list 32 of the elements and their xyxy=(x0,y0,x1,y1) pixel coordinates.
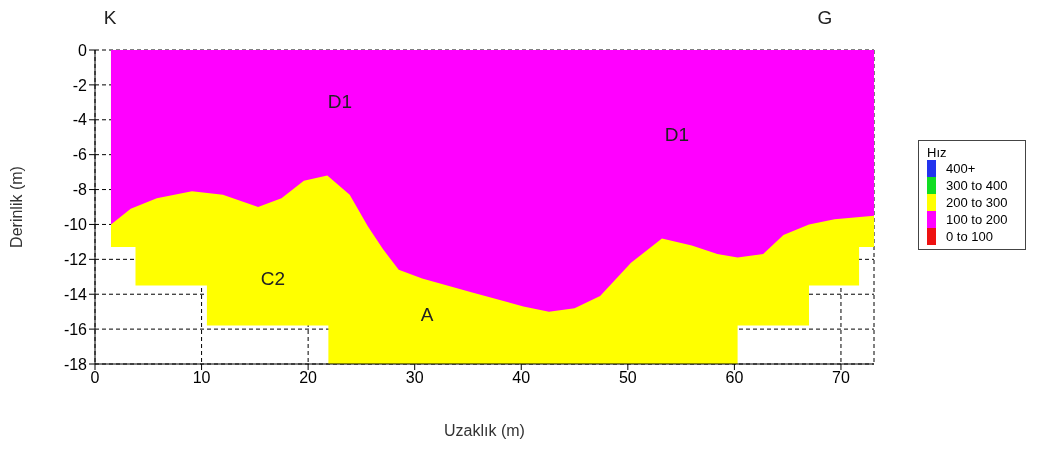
text: K xyxy=(103,7,117,29)
annotation: C2 xyxy=(260,268,286,290)
y-tick-label: -18 xyxy=(63,355,88,373)
x-tick-label: 70 xyxy=(832,369,850,387)
legend-label: 300 to 400 xyxy=(946,178,1008,193)
y-tick-label: -10 xyxy=(63,216,88,234)
y-tick-label: -14 xyxy=(63,285,88,303)
annotation: D1 xyxy=(327,91,353,113)
y-tick-label: -12 xyxy=(63,251,88,269)
y-tick-label: -16 xyxy=(63,320,88,338)
y-tick-label: 0 xyxy=(78,41,88,59)
annotation: D1 xyxy=(664,124,690,146)
x-tick-label: 0 xyxy=(90,369,100,387)
annotation: A xyxy=(420,304,434,326)
x-tick-label: 30 xyxy=(405,369,424,387)
legend-label: 0 to 100 xyxy=(946,229,993,244)
legend-label: 400+ xyxy=(946,161,976,176)
y-tick-label: -4 xyxy=(72,111,88,129)
x-axis-title: Uzaklık (m) xyxy=(444,422,525,439)
legend-label: 200 to 300 xyxy=(946,195,1008,210)
x-tick-label: 50 xyxy=(618,369,637,387)
y-axis-title: Derinlik (m) xyxy=(7,166,25,248)
legend-title: Hız xyxy=(927,145,948,160)
text: G xyxy=(817,7,833,29)
y-tick-label: -6 xyxy=(72,146,88,164)
y-tick-label: -8 xyxy=(72,181,88,199)
x-tick-label: 60 xyxy=(725,369,744,387)
y-tick-label: -2 xyxy=(72,76,88,94)
x-tick-label: 10 xyxy=(192,369,211,387)
legend-label: 100 to 200 xyxy=(946,212,1008,227)
x-tick-label: 20 xyxy=(299,369,318,387)
x-tick-label: 40 xyxy=(512,369,531,387)
